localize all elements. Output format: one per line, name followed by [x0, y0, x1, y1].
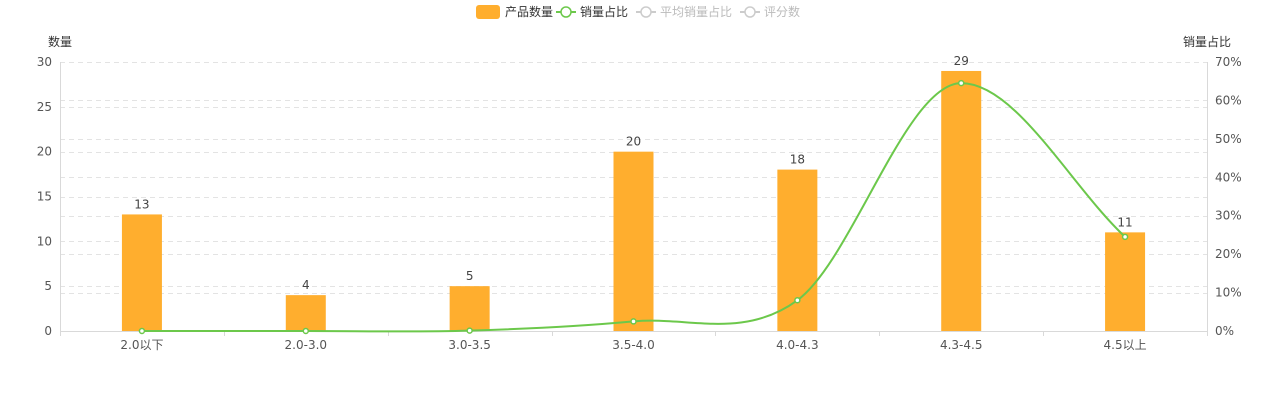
circle-swatch-icon	[560, 6, 572, 18]
x-axis-tick-label: 2.0-3.0	[285, 338, 328, 352]
line-point[interactable]	[794, 297, 801, 304]
bar[interactable]	[121, 214, 162, 331]
bar[interactable]	[1105, 232, 1146, 331]
bar-value-label: 13	[134, 197, 149, 211]
bar[interactable]	[449, 286, 490, 331]
right-axis-tick-label: 0%	[1215, 324, 1234, 338]
line-path	[141, 82, 1126, 333]
legend-item[interactable]: 产品数量	[476, 4, 553, 19]
bar[interactable]	[285, 295, 326, 331]
bar-swatch-icon	[476, 5, 500, 19]
data-labels: 13 4 5 20 18 29 11	[134, 54, 1132, 292]
line-point[interactable]	[957, 79, 965, 87]
legend-item-label[interactable]: 平均销量占比	[660, 4, 732, 19]
right-axis-title: 销量占比	[1183, 34, 1231, 49]
bar-series	[121, 70, 1146, 331]
bar[interactable]	[941, 70, 982, 331]
bar-value-label: 20	[626, 135, 641, 149]
x-axis-tick-label: 4.5以上	[1104, 338, 1147, 352]
circle-swatch-icon	[744, 6, 756, 18]
bar-value-label: 29	[954, 54, 969, 68]
right-axis-tick-label: 10%	[1215, 286, 1242, 300]
x-axis-tick-label: 3.5-4.0	[612, 338, 655, 352]
right-axis-tick-label: 50%	[1215, 132, 1242, 146]
axes: 0 5 10 15 20 25 30 0% 10% 20% 30% 40% 50% 60% 70% 2.0以下…	[37, 55, 1242, 352]
right-axis-tick-label: 40%	[1215, 170, 1242, 184]
left-axis-tick-label: 15	[37, 190, 52, 204]
right-axis-tick-label: 30%	[1215, 209, 1242, 223]
legend-item[interactable]: 评分数	[740, 4, 800, 19]
line-series	[138, 79, 1129, 335]
bar-value-label: 18	[790, 153, 805, 167]
line-point[interactable]	[138, 327, 146, 335]
bar[interactable]	[613, 151, 654, 331]
circle-swatch-icon	[640, 6, 652, 18]
left-axis-tick-label: 20	[37, 145, 52, 159]
legend-item[interactable]: 销量占比	[556, 4, 628, 19]
left-axis-tick-label: 10	[37, 234, 52, 248]
bar-value-label: 5	[466, 269, 474, 283]
bar-value-label: 11	[1117, 215, 1132, 229]
left-axis-tick-label: 5	[44, 279, 52, 293]
grid	[60, 62, 1207, 294]
legend[interactable]: 产品数量 销量占比 平均销量占比 评分数	[476, 4, 800, 19]
right-axis-tick-label: 60%	[1215, 93, 1242, 107]
line-point[interactable]	[1121, 233, 1129, 241]
legend-item-label[interactable]: 产品数量	[505, 4, 553, 19]
line-point[interactable]	[630, 318, 637, 325]
left-axis-tick-label: 25	[37, 100, 52, 114]
legend-item-label[interactable]: 销量占比	[580, 4, 628, 19]
right-axis-tick-label: 70%	[1215, 55, 1242, 69]
line-point[interactable]	[302, 327, 310, 335]
legend-item[interactable]: 平均销量占比	[636, 4, 732, 19]
bar-value-label: 4	[302, 278, 310, 292]
x-axis-tick-label: 2.0以下	[120, 338, 163, 352]
x-axis-tick-label: 4.3-4.5	[940, 338, 983, 352]
left-axis-tick-label: 30	[37, 55, 52, 69]
left-axis-tick-label: 0	[44, 324, 52, 338]
x-axis-tick-label: 3.0-3.5	[448, 338, 491, 352]
right-axis-tick-label: 20%	[1215, 247, 1242, 261]
bar[interactable]	[777, 169, 818, 331]
left-axis-title: 数量	[48, 34, 72, 49]
line-point[interactable]	[466, 327, 473, 334]
x-axis-tick-label: 4.0-4.3	[776, 338, 819, 352]
legend-item-label[interactable]: 评分数	[764, 4, 800, 19]
